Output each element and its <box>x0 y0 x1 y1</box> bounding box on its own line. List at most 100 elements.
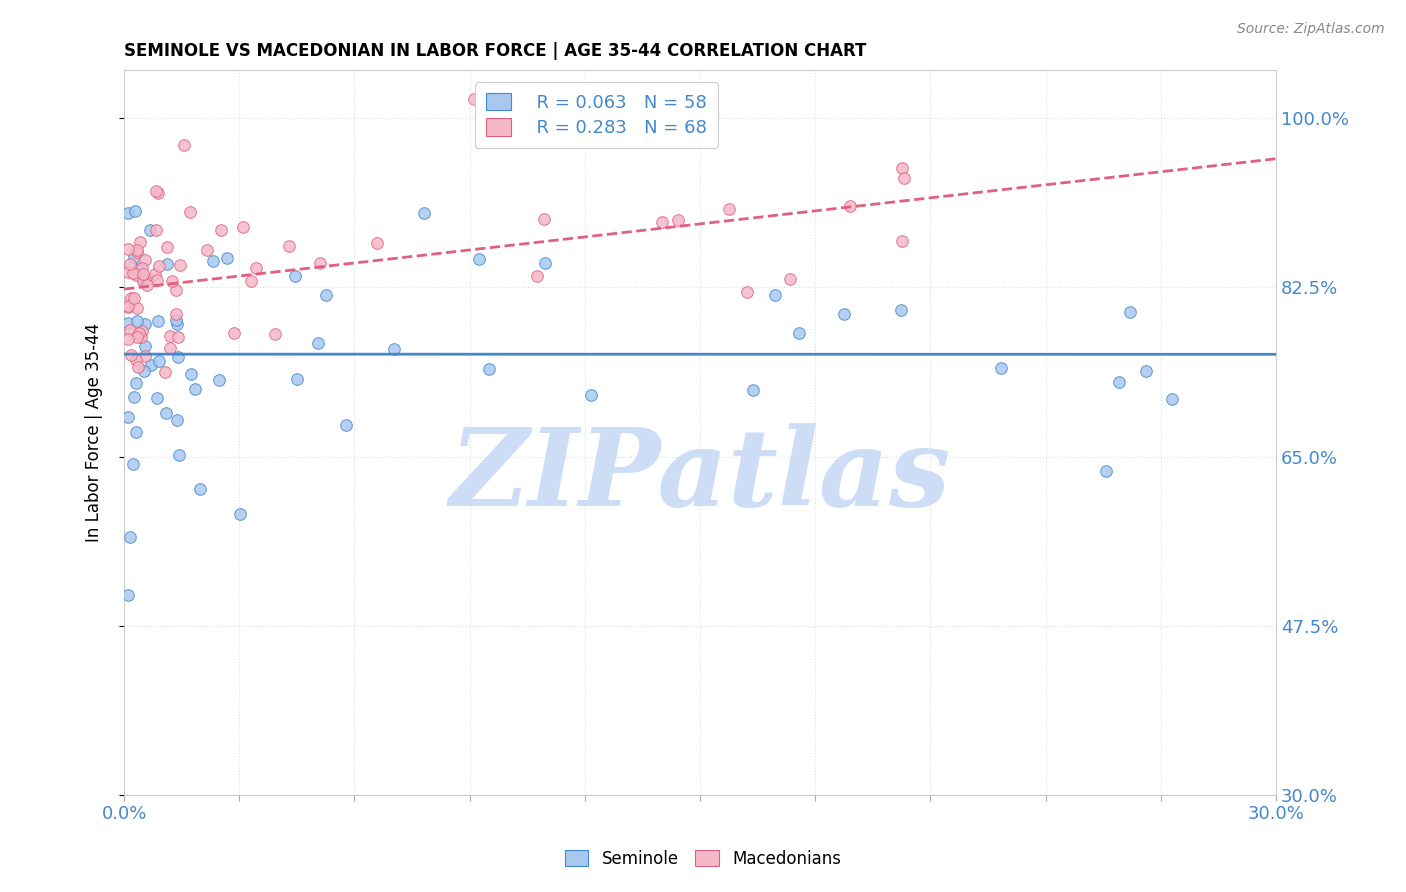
Point <box>180 367 202 381</box>
Point <box>287 372 309 386</box>
Point <box>118 323 141 337</box>
Point <box>224 326 246 340</box>
Point <box>990 361 1012 376</box>
Point <box>146 186 169 200</box>
Legend: Seminole, Macedonians: Seminole, Macedonians <box>558 844 848 875</box>
Point <box>132 272 155 286</box>
Point <box>201 253 224 268</box>
Point <box>145 223 167 237</box>
Point <box>134 317 156 331</box>
Point <box>117 332 139 346</box>
Point <box>139 222 162 236</box>
Point <box>117 242 139 256</box>
Point <box>125 243 148 257</box>
Point <box>134 349 156 363</box>
Point <box>138 272 160 286</box>
Point <box>118 530 141 544</box>
Point <box>159 329 181 343</box>
Point <box>148 353 170 368</box>
Point <box>838 199 860 213</box>
Point <box>890 234 912 248</box>
Point <box>125 330 148 344</box>
Point <box>735 285 758 299</box>
Point <box>1135 364 1157 378</box>
Point <box>122 390 145 404</box>
Point <box>167 448 190 462</box>
Point <box>832 307 855 321</box>
Point <box>468 252 491 266</box>
Point <box>179 204 201 219</box>
Text: Source: ZipAtlas.com: Source: ZipAtlas.com <box>1237 22 1385 37</box>
Point <box>128 235 150 249</box>
Point <box>308 256 330 270</box>
Point <box>117 299 139 313</box>
Point <box>229 508 252 522</box>
Point <box>718 202 741 216</box>
Point <box>184 382 207 396</box>
Point <box>145 391 167 405</box>
Point <box>581 387 603 401</box>
Text: ZIPatlas: ZIPatlas <box>450 423 950 529</box>
Point <box>132 364 155 378</box>
Point <box>125 314 148 328</box>
Point <box>173 137 195 152</box>
Point <box>166 317 188 331</box>
Point <box>156 240 179 254</box>
Point <box>124 203 146 218</box>
Point <box>533 255 555 269</box>
Point <box>315 287 337 301</box>
Point <box>148 259 170 273</box>
Point <box>134 252 156 267</box>
Point <box>1108 375 1130 389</box>
Point <box>117 301 139 315</box>
Point <box>893 170 915 185</box>
Point <box>121 458 143 472</box>
Point <box>245 260 267 275</box>
Point <box>146 314 169 328</box>
Point <box>141 358 163 372</box>
Point <box>215 251 238 265</box>
Point <box>165 313 187 327</box>
Point <box>382 342 405 356</box>
Point <box>128 326 150 341</box>
Point <box>307 336 329 351</box>
Point <box>134 339 156 353</box>
Point <box>651 214 673 228</box>
Point <box>264 326 287 341</box>
Point <box>117 265 139 279</box>
Point <box>209 223 232 237</box>
Point <box>533 211 555 226</box>
Point <box>165 307 187 321</box>
Point <box>167 350 190 364</box>
Point <box>120 291 142 305</box>
Point <box>188 482 211 496</box>
Point <box>478 362 501 376</box>
Point <box>166 413 188 427</box>
Point <box>159 341 181 355</box>
Point <box>1119 304 1142 318</box>
Point <box>160 274 183 288</box>
Point <box>165 283 187 297</box>
Y-axis label: In Labor Force | Age 35-44: In Labor Force | Age 35-44 <box>86 323 103 542</box>
Point <box>284 268 307 283</box>
Point <box>125 268 148 283</box>
Point <box>131 324 153 338</box>
Point <box>127 244 149 259</box>
Point <box>463 92 485 106</box>
Point <box>125 301 148 315</box>
Point <box>132 267 155 281</box>
Point <box>129 330 152 344</box>
Point <box>155 365 177 379</box>
Text: SEMINOLE VS MACEDONIAN IN LABOR FORCE | AGE 35-44 CORRELATION CHART: SEMINOLE VS MACEDONIAN IN LABOR FORCE | … <box>124 42 866 60</box>
Point <box>120 348 142 362</box>
Point <box>277 239 299 253</box>
Point <box>526 269 548 284</box>
Point <box>208 373 231 387</box>
Point <box>890 302 912 317</box>
Point <box>122 266 145 280</box>
Point <box>169 258 191 272</box>
Point <box>742 384 765 398</box>
Point <box>668 213 690 227</box>
Point <box>787 326 810 340</box>
Point <box>366 235 388 250</box>
